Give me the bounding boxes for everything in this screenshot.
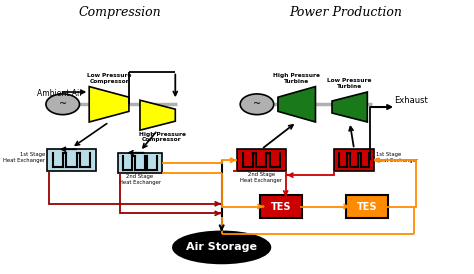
Text: Low Pressure
Turbine: Low Pressure Turbine [328, 78, 372, 89]
Text: Low Pressure
Compressor: Low Pressure Compressor [87, 73, 131, 84]
Text: Exhaust: Exhaust [394, 96, 428, 105]
Circle shape [240, 94, 274, 115]
Ellipse shape [173, 232, 270, 263]
Text: High Pressure
Compressor: High Pressure Compressor [138, 132, 185, 142]
FancyBboxPatch shape [47, 149, 96, 171]
Text: TES: TES [271, 201, 292, 212]
Text: 1st Stage
Heat Exchanger: 1st Stage Heat Exchanger [376, 152, 418, 163]
Text: High Pressure
Turbine: High Pressure Turbine [273, 73, 320, 84]
FancyBboxPatch shape [237, 149, 286, 171]
Text: ~: ~ [59, 99, 67, 109]
Text: 2nd Stage
Heat Exchanger: 2nd Stage Heat Exchanger [240, 172, 283, 183]
Circle shape [46, 94, 80, 115]
Polygon shape [140, 100, 175, 130]
Polygon shape [332, 92, 367, 122]
Text: Ambient Air: Ambient Air [37, 89, 82, 98]
Text: 1st Stage
Heat Exchanger: 1st Stage Heat Exchanger [3, 152, 45, 163]
Text: 2nd Stage
Heat Exchanger: 2nd Stage Heat Exchanger [119, 175, 161, 185]
FancyBboxPatch shape [260, 195, 302, 218]
Text: Air Storage: Air Storage [186, 242, 257, 252]
Polygon shape [89, 87, 129, 122]
Text: Compression: Compression [79, 6, 162, 19]
Polygon shape [278, 87, 316, 122]
Text: TES: TES [357, 201, 378, 212]
Text: ~: ~ [253, 99, 261, 109]
Text: Power Production: Power Production [289, 6, 401, 19]
FancyBboxPatch shape [334, 149, 374, 171]
FancyBboxPatch shape [346, 195, 388, 218]
FancyBboxPatch shape [118, 153, 162, 173]
